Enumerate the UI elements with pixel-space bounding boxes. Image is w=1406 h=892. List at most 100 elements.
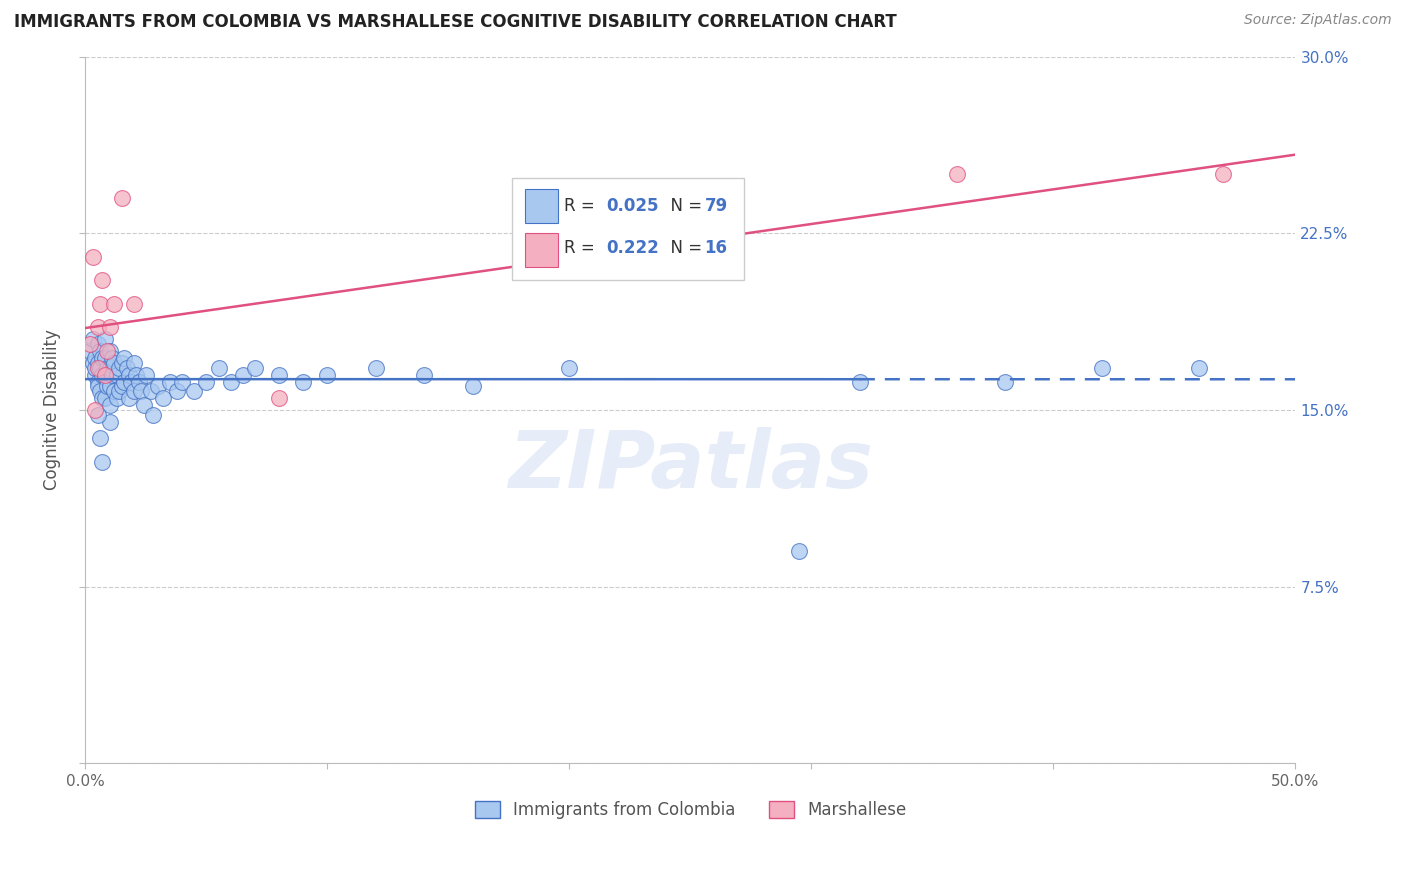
Point	[789, 544, 811, 558]
Point	[84, 368, 107, 382]
Text: 79: 79	[704, 197, 728, 215]
Point	[111, 379, 134, 393]
Point	[94, 351, 117, 365]
Point	[86, 408, 108, 422]
Point	[115, 360, 138, 375]
Point	[129, 384, 152, 398]
Point	[84, 403, 107, 417]
Point	[98, 344, 121, 359]
Text: R =: R =	[564, 197, 600, 215]
Point	[89, 344, 111, 359]
Point	[111, 356, 134, 370]
Point	[219, 375, 242, 389]
Text: R =: R =	[564, 239, 600, 257]
Text: N =: N =	[659, 197, 707, 215]
Point	[89, 431, 111, 445]
Point	[120, 375, 142, 389]
Point	[86, 356, 108, 370]
Point	[159, 375, 181, 389]
Point	[112, 375, 135, 389]
Point	[84, 360, 107, 375]
Point	[679, 210, 702, 224]
Point	[183, 384, 205, 398]
Point	[91, 351, 114, 365]
Text: N =: N =	[659, 239, 707, 257]
Point	[207, 360, 229, 375]
Point	[122, 356, 145, 370]
Point	[86, 320, 108, 334]
Point	[94, 391, 117, 405]
Point	[267, 368, 290, 382]
Point	[98, 398, 121, 412]
Point	[232, 368, 254, 382]
Point	[292, 375, 315, 389]
Point	[413, 368, 436, 382]
Point	[146, 379, 169, 393]
Text: 16: 16	[704, 239, 727, 257]
Point	[82, 250, 104, 264]
Point	[152, 391, 174, 405]
Point	[125, 368, 148, 382]
Point	[267, 391, 290, 405]
Point	[98, 360, 121, 375]
Point	[122, 297, 145, 311]
Point	[849, 375, 872, 389]
Point	[994, 375, 1017, 389]
Point	[1091, 360, 1114, 375]
Point	[96, 379, 118, 393]
Point	[316, 368, 339, 382]
Point	[86, 379, 108, 393]
Point	[79, 337, 101, 351]
Point	[89, 360, 111, 375]
Point	[172, 375, 194, 389]
Point	[82, 332, 104, 346]
Point	[111, 191, 134, 205]
Point	[461, 379, 484, 393]
Point	[108, 360, 131, 375]
Point	[79, 344, 101, 359]
Point	[128, 375, 150, 389]
Y-axis label: Cognitive Disability: Cognitive Disability	[44, 329, 60, 491]
Point	[105, 391, 128, 405]
Text: ZIPatlas: ZIPatlas	[508, 427, 873, 506]
Point	[122, 384, 145, 398]
Point	[89, 384, 111, 398]
Point	[96, 360, 118, 375]
Point	[101, 351, 124, 365]
Point	[108, 384, 131, 398]
Point	[94, 368, 117, 382]
Point	[142, 408, 165, 422]
Point	[945, 168, 967, 182]
Point	[118, 391, 141, 405]
Text: Source: ZipAtlas.com: Source: ZipAtlas.com	[1244, 13, 1392, 28]
Point	[1188, 360, 1211, 375]
Point	[89, 297, 111, 311]
Point	[91, 273, 114, 287]
Point	[91, 391, 114, 405]
Point	[364, 360, 387, 375]
Point	[195, 375, 218, 389]
Point	[139, 384, 162, 398]
Point	[94, 332, 117, 346]
Point	[82, 356, 104, 370]
Point	[94, 370, 117, 384]
Text: 0.222: 0.222	[606, 239, 659, 257]
Point	[118, 368, 141, 382]
Point	[86, 337, 108, 351]
Point	[91, 455, 114, 469]
Point	[112, 351, 135, 365]
Point	[132, 398, 155, 412]
Point	[86, 375, 108, 389]
Point	[98, 415, 121, 429]
Point	[1212, 168, 1234, 182]
Point	[103, 297, 125, 311]
Legend: Immigrants from Colombia, Marshallese: Immigrants from Colombia, Marshallese	[468, 794, 912, 825]
Point	[98, 320, 121, 334]
Text: IMMIGRANTS FROM COLOMBIA VS MARSHALLESE COGNITIVE DISABILITY CORRELATION CHART: IMMIGRANTS FROM COLOMBIA VS MARSHALLESE …	[14, 13, 897, 31]
Point	[96, 344, 118, 359]
Point	[105, 368, 128, 382]
Text: 0.025: 0.025	[606, 197, 658, 215]
Point	[166, 384, 188, 398]
Point	[558, 360, 581, 375]
Point	[84, 351, 107, 365]
